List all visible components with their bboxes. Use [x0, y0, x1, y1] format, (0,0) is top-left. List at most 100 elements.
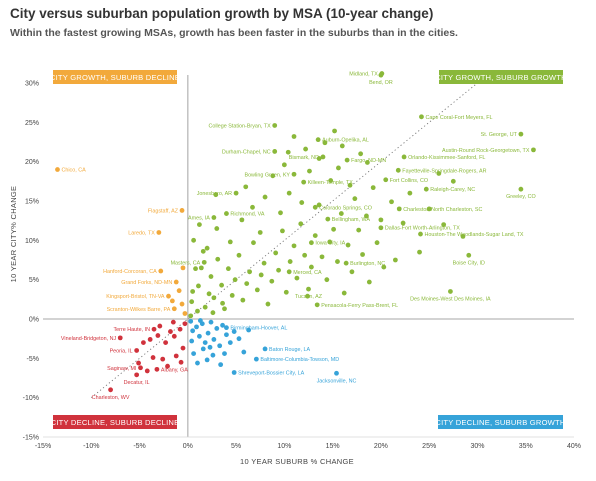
data-point — [312, 233, 318, 239]
data-point — [243, 184, 249, 190]
data-point — [356, 227, 362, 233]
point-label: Grand Forks, ND-MN — [121, 280, 172, 286]
data-point — [168, 329, 173, 334]
x-tick-label: 30% — [470, 443, 484, 450]
data-point — [307, 168, 312, 174]
quadrant-label: CITY DECLINE, SUBURB GROWTH — [435, 418, 565, 427]
data-point — [224, 332, 229, 338]
x-tick-label: 15% — [326, 443, 340, 450]
data-point — [180, 345, 186, 351]
data-point — [141, 340, 146, 345]
y-tick-label: -10% — [23, 395, 39, 402]
data-point — [231, 329, 237, 334]
point-label: Colorado Springs, CO — [319, 205, 372, 211]
point-label: Iowa City, IA — [315, 241, 345, 247]
point-label: Midland, TX — [349, 72, 378, 78]
data-point — [305, 293, 310, 299]
data-point — [407, 190, 413, 196]
data-point — [276, 267, 281, 273]
data-point — [331, 226, 337, 232]
point-label: Richmond, VA — [230, 212, 264, 218]
data-point — [287, 259, 293, 264]
x-tick-label: -10% — [83, 443, 99, 450]
data-point — [418, 231, 423, 237]
data-point — [241, 349, 247, 355]
data-point — [211, 295, 217, 301]
data-point — [278, 210, 283, 216]
point-label: Jacksonville, NC — [317, 378, 357, 384]
data-point — [236, 336, 242, 342]
data-point — [190, 328, 196, 334]
data-point — [374, 240, 380, 246]
data-point — [217, 343, 223, 349]
data-point — [316, 156, 322, 161]
data-point — [210, 310, 216, 316]
diagonal-reference-line — [90, 82, 478, 399]
data-point — [195, 360, 200, 366]
point-label: Flagstaff, AZ — [148, 208, 179, 214]
data-point — [308, 240, 314, 246]
point-label: Peoria, IL — [110, 348, 133, 354]
data-point — [165, 363, 170, 369]
data-point — [341, 290, 347, 296]
data-point — [286, 190, 292, 196]
point-label: Orlando-Kissimmee-Sanford, FL — [408, 155, 485, 161]
point-label: Auburn-Opelika, AL — [322, 138, 369, 144]
chart-title: City versus suburban population growth b… — [10, 6, 434, 21]
data-point — [191, 237, 197, 243]
data-point — [396, 206, 402, 212]
data-point — [336, 165, 341, 171]
data-point — [314, 302, 320, 308]
data-point — [138, 365, 143, 371]
data-point — [450, 178, 456, 184]
x-tick-label: 0% — [183, 443, 193, 450]
data-point — [182, 321, 188, 327]
data-point — [108, 387, 113, 393]
data-point — [222, 306, 227, 312]
point-label: Houston-The Woodlands-Sugar Land, TX — [424, 232, 523, 238]
point-label: Saginaw, MI — [107, 366, 136, 372]
point-label: Bellingham, WA — [332, 217, 371, 223]
point-label: Fort Collins, CO — [390, 178, 428, 184]
point-label: Dallas-Fort Worth-Arlington, TX — [385, 226, 460, 232]
data-point — [272, 123, 278, 128]
point-label: Vineland-Bridgeton, NJ — [61, 336, 117, 342]
data-point — [205, 330, 211, 336]
data-point — [378, 72, 384, 78]
point-label: Bowling Green, KY — [244, 172, 290, 178]
x-tick-label: 35% — [519, 443, 533, 450]
data-point — [294, 275, 300, 281]
data-point — [301, 179, 307, 185]
data-point — [236, 252, 242, 258]
data-point — [144, 368, 150, 374]
x-tick-label: 10% — [277, 443, 291, 450]
data-point — [312, 204, 318, 210]
point-label: Greeley, CO — [506, 194, 536, 200]
x-tick-label: 25% — [422, 443, 436, 450]
data-point — [378, 217, 384, 223]
data-point — [285, 149, 291, 155]
data-point — [173, 279, 179, 285]
x-tick-label: -5% — [133, 443, 145, 450]
point-label: Burlington, NC — [350, 261, 385, 267]
data-point — [286, 269, 292, 275]
data-point — [320, 154, 326, 160]
data-point — [364, 213, 369, 219]
data-point — [180, 265, 186, 271]
data-point — [401, 154, 407, 160]
x-tick-label: -15% — [35, 443, 51, 450]
point-label: Shreveport-Bossier City, LA — [238, 370, 305, 376]
data-point — [322, 140, 328, 146]
point-label: Cape Coral-Fort Meyers, FL — [425, 115, 492, 121]
data-point — [246, 327, 252, 333]
data-point — [302, 252, 308, 258]
data-point — [211, 337, 217, 342]
point-label: Scranton-Wilkes Barre, PA — [107, 307, 171, 313]
data-point — [328, 178, 334, 183]
point-label: Masters, CA — [171, 260, 201, 266]
quadrant-label: CITY GROWTH, SUBURB GROWTH — [435, 73, 567, 82]
data-point — [156, 230, 162, 235]
data-point — [299, 200, 305, 205]
data-point — [189, 299, 195, 305]
data-point — [188, 313, 194, 319]
